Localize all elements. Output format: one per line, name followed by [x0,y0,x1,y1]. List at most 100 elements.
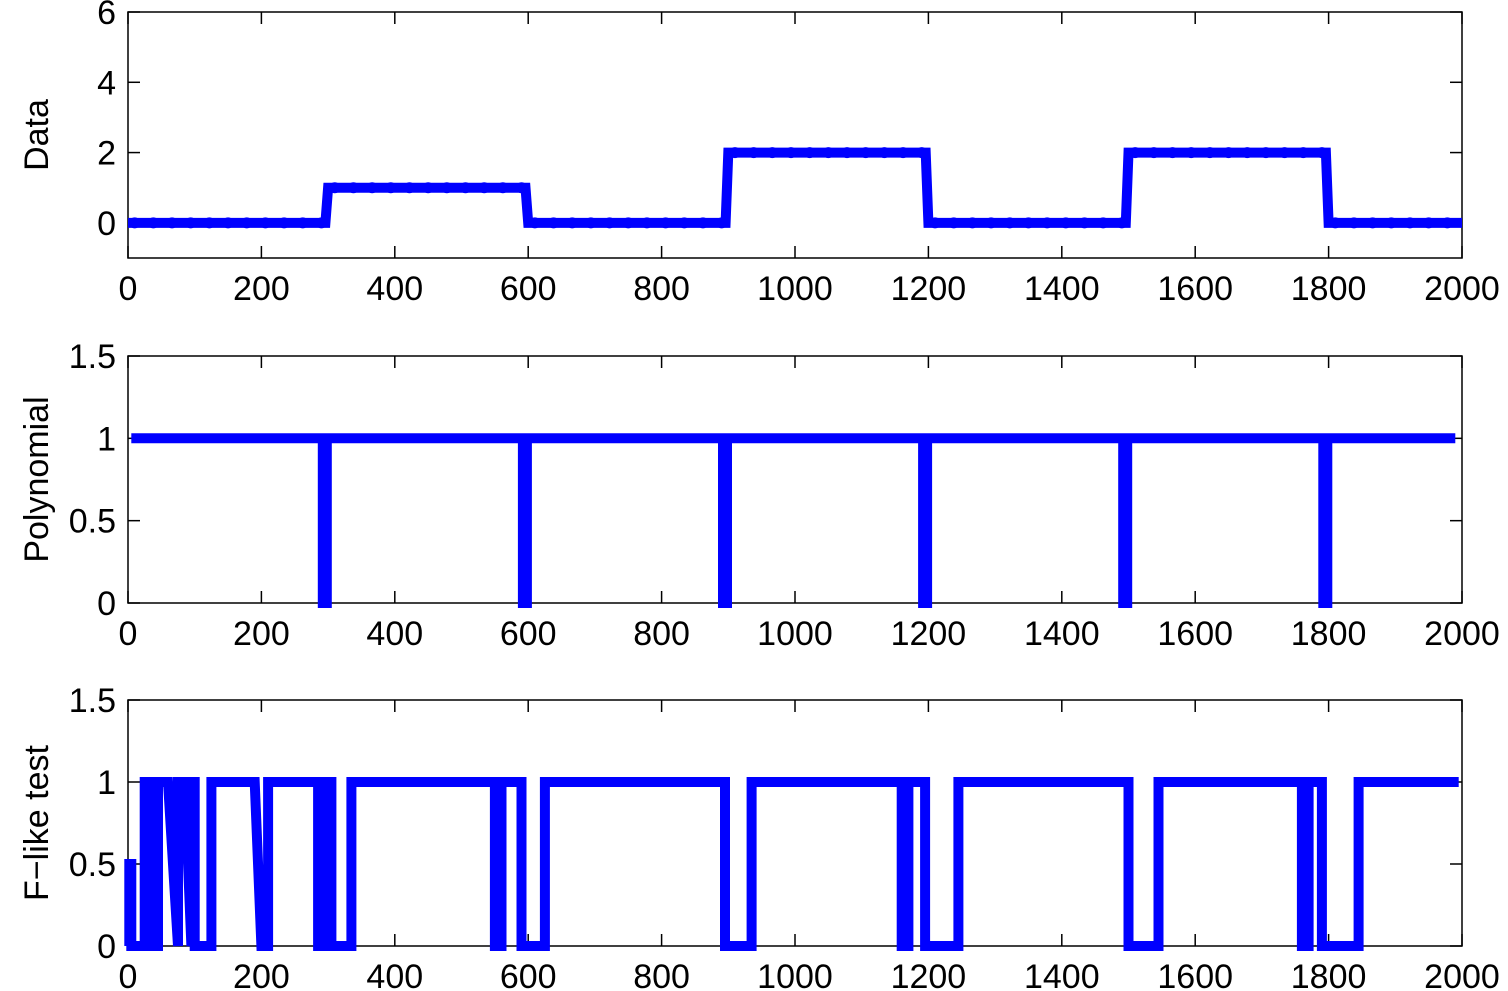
data-point [1167,147,1179,159]
series-line [128,147,1462,228]
x-tick-label: 400 [366,958,423,991]
x-tick-label: 400 [366,270,423,308]
x-tick-label: 600 [500,958,557,991]
x-tick-label: 1200 [891,615,967,653]
data-point [548,217,560,229]
x-tick-label: 2000 [1424,615,1500,653]
data-point [222,217,234,229]
data-point [147,217,159,229]
data-point [1223,147,1235,159]
data-point [129,217,141,229]
data-point [441,182,453,194]
data-point [185,217,197,229]
data-point [278,217,290,229]
data-point [166,217,178,229]
data-point [897,147,909,159]
y-tick-label: 1.5 [69,338,116,376]
data-point [641,217,653,229]
x-tick-label: 200 [233,958,290,991]
data-point [716,217,728,229]
x-tick-label: 200 [233,615,290,653]
data-point [729,147,741,159]
x-tick-label: 1400 [1024,958,1100,991]
y-tick-label: 0.5 [69,846,116,884]
data-point [385,182,397,194]
data-point [1185,147,1197,159]
x-tick-label: 800 [633,270,690,308]
data-point [860,147,872,159]
data-point [916,147,928,159]
data-point [1404,217,1416,229]
y-tick-label: 0 [97,585,116,623]
data-point [1260,147,1272,159]
axes-data: Data 0 200 400 600 800 1000 1200 1400 1600 1800 20… [18,0,1500,308]
x-tick-label: 200 [233,270,290,308]
x-tick-label: 1600 [1157,958,1233,991]
x-tick-label: 0 [119,270,138,308]
data-point [241,217,253,229]
y-tick-label: 2 [97,135,116,173]
data-point [766,147,778,159]
axes-f-like-test: F−like test 0 200 400 600 800 1000 1200 1400 160… [18,682,1500,991]
data-point [1279,147,1291,159]
data-point [622,217,634,229]
data-point [1385,217,1397,229]
data-point [985,217,997,229]
x-tick-label: 2000 [1424,270,1500,308]
data-point [1148,147,1160,159]
x-tick-label: 1800 [1291,615,1367,653]
data-point [1441,217,1453,229]
data-point [566,217,578,229]
y-axis-label: Polynomial [18,396,56,562]
x-tick-label: 1800 [1291,270,1367,308]
data-point [822,147,834,159]
x-tick-label: 1400 [1024,270,1100,308]
data-point [1060,217,1072,229]
data-point [585,217,597,229]
data-point [297,217,309,229]
x-tick-label: 800 [633,615,690,653]
x-tick-label: 1200 [891,270,967,308]
data-point [347,182,359,194]
data-point [785,147,797,159]
data-point [1022,217,1034,229]
x-tick-label: 1000 [757,615,833,653]
data-point [403,182,415,194]
x-tick-label: 600 [500,615,557,653]
series-line [124,777,1459,951]
data-point [1423,217,1435,229]
x-tick-label: 600 [500,270,557,308]
data-point [1297,147,1309,159]
x-tick-label: 2000 [1424,958,1500,991]
data-point [929,217,941,229]
data-point [660,217,672,229]
data-point [1316,147,1328,159]
x-tick-label: 1000 [757,958,833,991]
data-point [497,182,509,194]
y-tick-label: 1 [97,764,116,802]
x-tick-label: 800 [633,958,690,991]
data-point [878,147,890,159]
data-point [422,182,434,194]
x-tick-label: 400 [366,615,423,653]
data-point [1078,217,1090,229]
data-point [604,217,616,229]
data-point [948,217,960,229]
data-point [1348,217,1360,229]
y-tick-label: 0 [97,928,116,966]
x-tick-label: 1600 [1157,615,1233,653]
data-point [1004,217,1016,229]
data-point [366,182,378,194]
x-tick-label: 1400 [1024,615,1100,653]
x-tick-label: 0 [119,615,138,653]
data-point [1097,217,1109,229]
data-point [748,147,760,159]
data-point [1041,217,1053,229]
data-point [315,217,327,229]
y-tick-label: 4 [97,64,116,102]
data-point [841,147,853,159]
x-tick-label: 0 [119,958,138,991]
x-tick-label: 1000 [757,270,833,308]
y-tick-label: 0.5 [69,503,116,541]
